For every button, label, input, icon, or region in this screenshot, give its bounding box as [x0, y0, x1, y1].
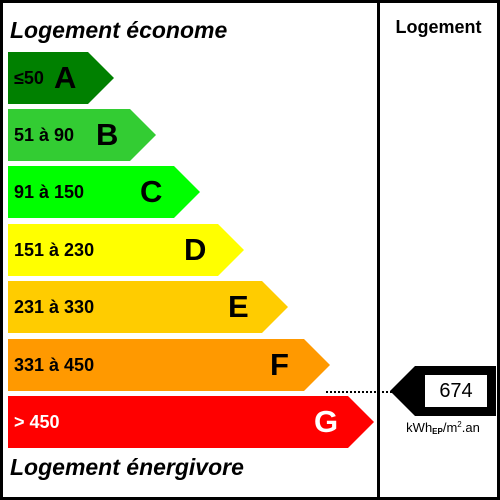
class-range: 151 à 230 [14, 240, 95, 260]
class-range: 231 à 330 [14, 297, 95, 317]
class-band-b: 51 à 90 B [8, 109, 156, 161]
class-range: ≤50 [14, 68, 44, 88]
unit-superscript: 2 [457, 420, 462, 429]
class-range: 51 à 90 [14, 125, 75, 145]
class-band-shape [8, 109, 156, 161]
class-letter: C [140, 174, 163, 209]
class-letter: B [96, 117, 119, 152]
class-band-shape [8, 52, 114, 104]
unit-per-area: /m [442, 420, 458, 435]
class-band-shape [8, 396, 374, 448]
class-letter: G [314, 404, 339, 439]
class-letter: D [184, 232, 207, 267]
class-band-e: 231 à 330 E [8, 281, 288, 333]
efficient-label: Logement économe [10, 17, 228, 43]
unit-main: kWh [406, 420, 433, 435]
class-band-shape [8, 281, 288, 333]
class-letter: E [228, 289, 249, 324]
indicator-leader-line [326, 391, 396, 393]
class-band-g: > 450 G [8, 396, 374, 448]
class-range: > 450 [14, 412, 60, 432]
class-band-a: ≤50 A [8, 52, 114, 104]
class-band-shape [8, 166, 200, 218]
consumption-value: 674 [424, 374, 488, 408]
class-band-shape [8, 224, 244, 276]
class-band-d: 151 à 230 D [8, 224, 244, 276]
column-header: Logement [395, 17, 482, 37]
unit-subscript: EP [432, 427, 443, 436]
unit-per-year: .an [461, 420, 480, 435]
class-band-c: 91 à 150 C [8, 166, 200, 218]
consumption-unit: kWhEP/m2.an [386, 420, 500, 436]
class-band-f: 331 à 450 F [8, 339, 330, 391]
class-letter: A [54, 60, 77, 95]
class-range: 91 à 150 [14, 182, 85, 202]
class-range: 331 à 450 [14, 355, 95, 375]
column-divider [377, 0, 380, 500]
class-letter: F [270, 347, 289, 382]
inefficient-label: Logement énergivore [10, 454, 244, 480]
class-band-shape [8, 339, 330, 391]
